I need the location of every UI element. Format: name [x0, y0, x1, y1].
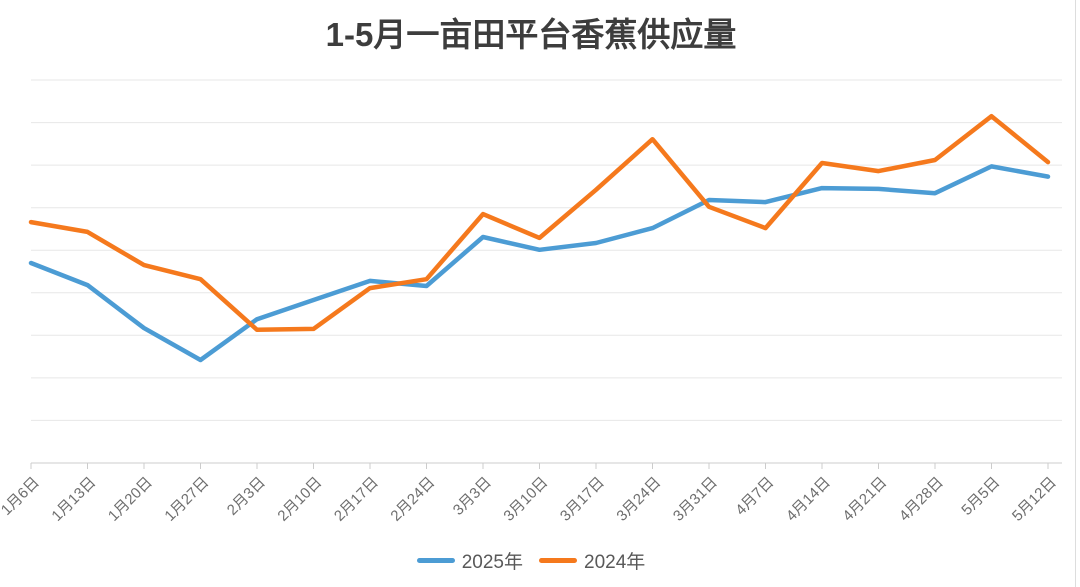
x-axis-label: 3月24日	[613, 474, 664, 525]
legend: 2025年 2024年	[0, 547, 1062, 574]
x-axis-label: 2月10日	[274, 474, 325, 525]
x-axis-label: 3月17日	[557, 474, 608, 525]
x-axis-label: 3月3日	[450, 474, 495, 519]
legend-item-2024[interactable]: 2024年	[539, 547, 645, 574]
x-axis-label: 1月20日	[105, 474, 156, 525]
x-axis-label: 5月5日	[958, 474, 1003, 519]
x-axis-label: 1月6日	[0, 474, 43, 519]
series-line-2025	[28, 164, 1051, 363]
legend-swatch-2024	[539, 558, 577, 563]
x-axis-label: 4月7日	[732, 474, 777, 519]
legend-item-2025[interactable]: 2025年	[416, 547, 523, 574]
x-axis-label: 4月28日	[896, 474, 947, 525]
x-axis-label: 1月13日	[48, 474, 99, 525]
x-axis-label: 3月31日	[670, 474, 721, 525]
x-axis-label: 1月27日	[161, 474, 212, 525]
series-line-2024	[28, 113, 1051, 333]
legend-swatch-2025	[416, 558, 455, 563]
window-right-border	[1075, 0, 1076, 587]
x-axis-label: 2月17日	[331, 474, 382, 525]
x-axis-label: 5月12日	[1009, 474, 1060, 525]
legend-label-2025: 2025年	[461, 552, 523, 573]
legend-label-2024: 2024年	[584, 552, 646, 573]
x-axis-label: 3月10日	[500, 474, 551, 525]
x-axis-label: 2月24日	[387, 474, 438, 525]
x-axis-label: 2月3日	[224, 474, 269, 519]
x-axis-label: 4月14日	[783, 474, 834, 525]
x-axis-label: 4月21日	[839, 474, 890, 525]
chart-title: 1-5月一亩田平台香蕉供应量	[325, 16, 737, 53]
